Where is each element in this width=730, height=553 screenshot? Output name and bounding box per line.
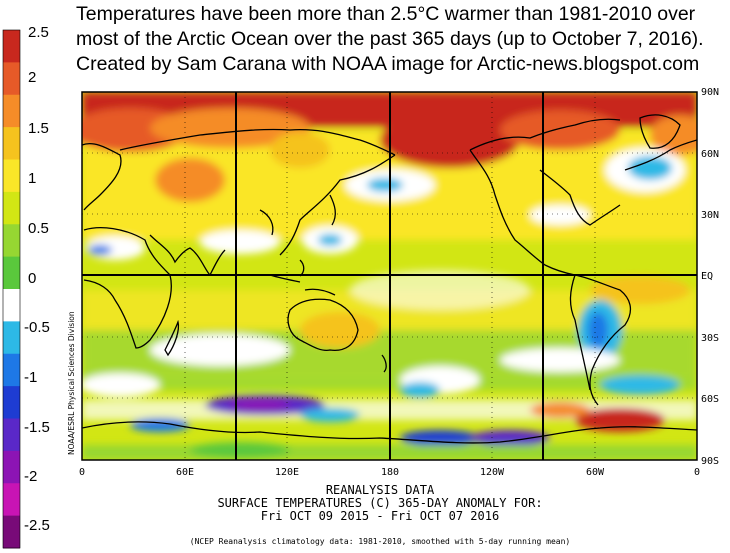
- color-scale-swatches: [2, 29, 21, 549]
- caption-line-1: REANALYSIS DATA: [325, 483, 435, 497]
- lon-label-180: 180: [381, 467, 399, 478]
- scale-label-2.5: 2.5: [28, 24, 49, 41]
- color-scale-swatch: [3, 256, 20, 290]
- headline: Temperatures have been more than 2.5°C w…: [76, 2, 726, 77]
- color-scale-swatch: [3, 159, 20, 193]
- scale-label--1.5: -1.5: [24, 419, 50, 436]
- scale-label--0.5: -0.5: [24, 319, 50, 336]
- map-caption: REANALYSIS DATA SURFACE TEMPERATURES (C)…: [0, 484, 730, 523]
- lat-label-eq: EQ: [701, 271, 713, 282]
- color-scale-swatch: [3, 483, 20, 517]
- headline-line-1: Temperatures have been more than 2.5°C w…: [76, 3, 696, 25]
- scale-label-1: 1: [28, 170, 36, 187]
- scale-label--2: -2: [24, 468, 37, 485]
- source-label-vertical: NOAA/ESRL Physical Sciences Division: [67, 311, 76, 455]
- color-scale-swatch: [3, 386, 20, 419]
- caption-line-2: SURFACE TEMPERATURES (C) 365-DAY ANOMALY…: [217, 496, 543, 510]
- lon-label-120e: 120E: [275, 467, 299, 478]
- map-frame: [81, 91, 698, 461]
- climatology-footnote: (NCEP Reanalysis climatology data: 1981-…: [189, 537, 571, 546]
- lon-label-0: 0: [79, 467, 85, 478]
- color-scale-swatch: [3, 30, 20, 63]
- color-scale-swatch: [3, 321, 20, 355]
- color-scale-swatch: [3, 450, 20, 484]
- color-scale-bar: 2.5 2 1.5 1 0.5 0 -0.5 -1 -1.5 -2 -2.5: [2, 24, 50, 549]
- lon-label-120w: 120W: [480, 467, 505, 478]
- color-scale-swatch: [3, 191, 20, 225]
- lat-label-30n: 30N: [701, 210, 719, 221]
- scale-label-1.5: 1.5: [28, 120, 49, 137]
- lat-label-60n: 60N: [701, 149, 719, 160]
- lat-label-90s: 90S: [701, 456, 719, 467]
- color-scale-swatch: [3, 289, 20, 322]
- lat-label-90n: 90N: [701, 87, 719, 98]
- scale-label--1: -1: [24, 369, 37, 386]
- scale-label--2.5: -2.5: [24, 517, 50, 534]
- longitude-labels: 0 60E 120E 180 120W 60W 0: [79, 467, 700, 478]
- color-scale-swatch: [3, 515, 20, 549]
- scale-label-2: 2: [28, 69, 36, 86]
- scale-label-0: 0: [28, 270, 36, 287]
- latitude-labels: 90N 60N 30N EQ 30S 60S 90S: [701, 87, 719, 467]
- lon-label-60e: 60E: [176, 467, 194, 478]
- coastlines: [82, 114, 697, 444]
- color-scale-labels: 2.5 2 1.5 1 0.5 0 -0.5 -1 -1.5 -2 -2.5: [24, 24, 50, 534]
- map-major-gridlines: [82, 92, 697, 460]
- lon-label-60w: 60W: [586, 467, 605, 478]
- color-scale-swatch: [3, 62, 20, 96]
- color-scale-swatch: [3, 418, 20, 452]
- headline-line-2: most of the Arctic Ocean over the past 3…: [76, 28, 704, 50]
- color-scale-swatch: [3, 127, 20, 160]
- headline-line-3: Created by Sam Carana with NOAA image fo…: [76, 53, 700, 75]
- lat-label-30s: 30S: [701, 333, 719, 344]
- lon-label-0-east: 0: [694, 467, 700, 478]
- caption-line-3: Fri OCT 09 2015 - Fri OCT 07 2016: [260, 509, 500, 523]
- color-scale-swatch: [3, 353, 20, 387]
- scale-label-0.5: 0.5: [28, 220, 49, 237]
- color-scale-swatch: [3, 224, 20, 258]
- color-scale-outline: [2, 29, 21, 549]
- color-scale-swatch: [3, 94, 20, 128]
- lat-label-60s: 60S: [701, 394, 719, 405]
